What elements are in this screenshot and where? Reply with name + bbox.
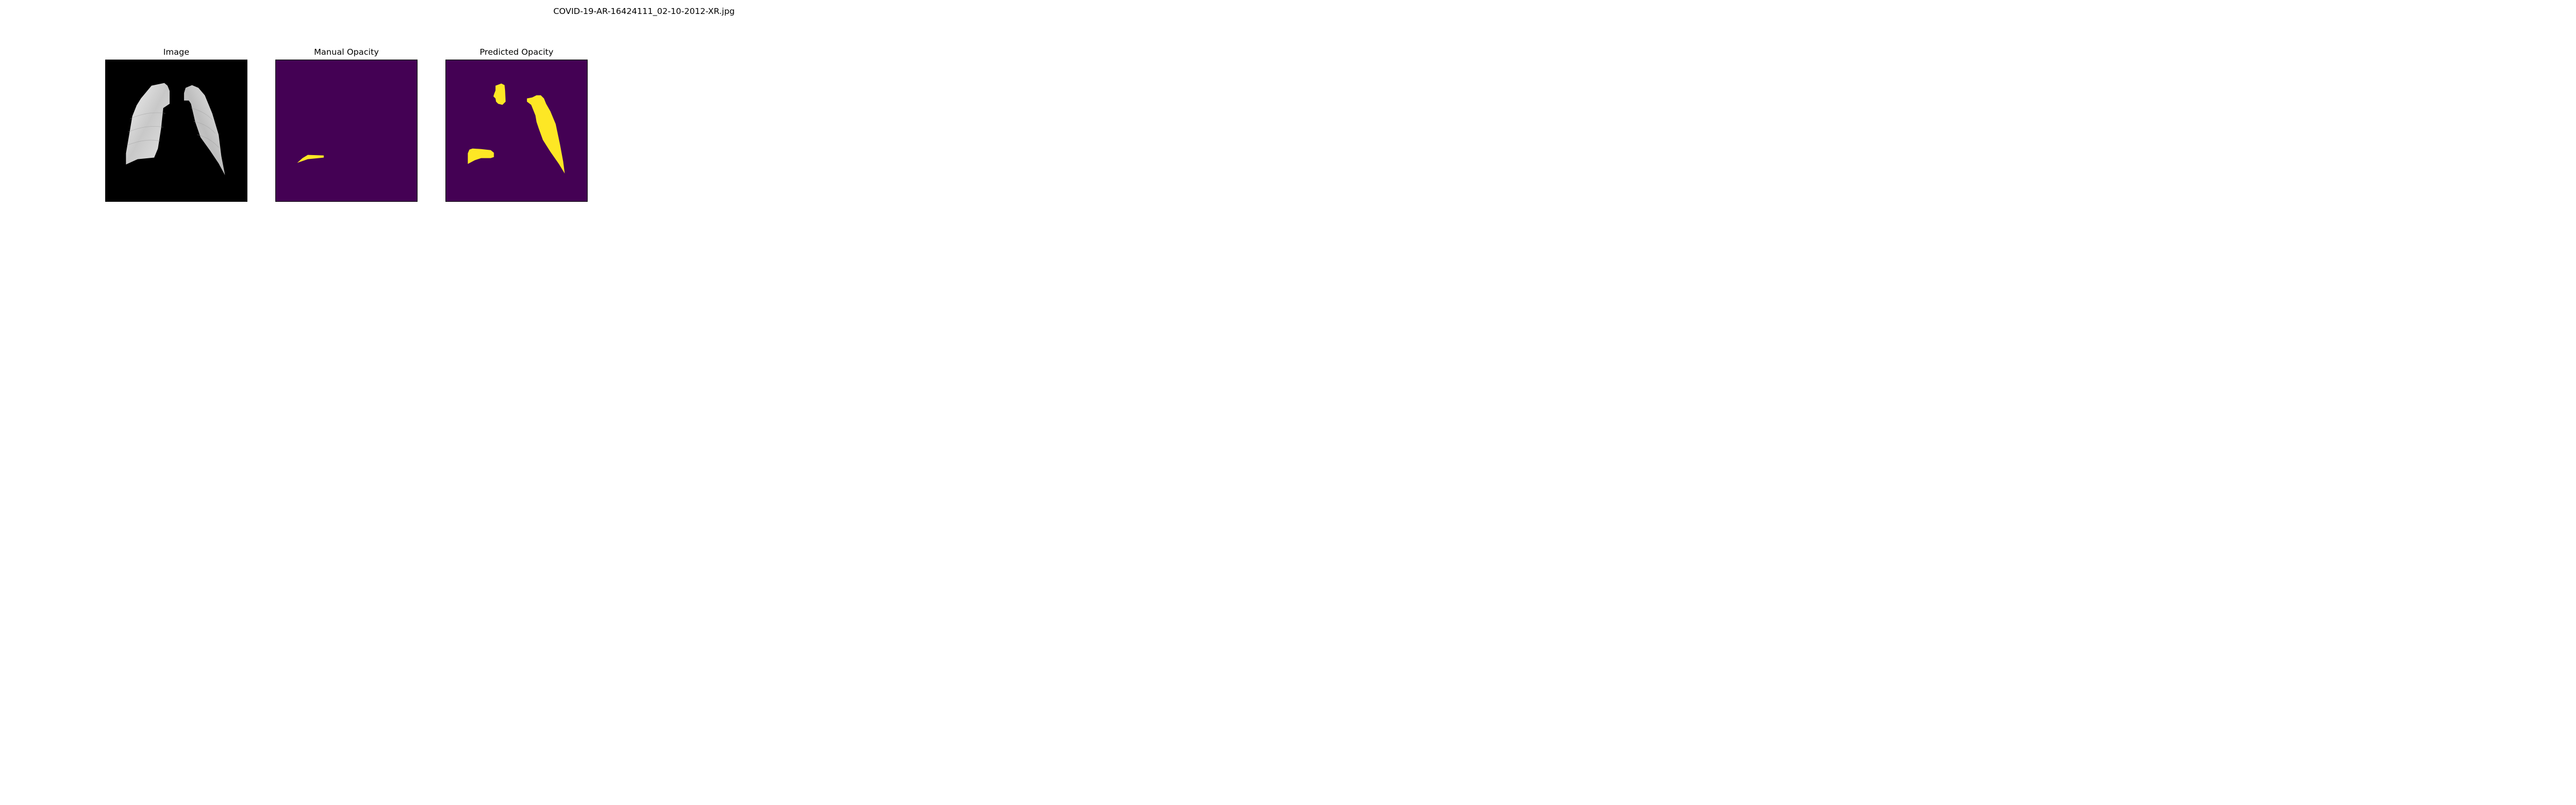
panel-title-predicted-opacity: Predicted Opacity — [479, 47, 554, 57]
panel-title-manual-opacity: Manual Opacity — [314, 47, 379, 57]
predicted-opacity-lower-left — [467, 148, 494, 164]
predicted-opacity-right-lung — [526, 95, 565, 174]
manual-opacity-region — [297, 155, 324, 163]
predicted-opacity-upper-left — [493, 83, 506, 105]
predicted-opacity-mask — [467, 83, 565, 174]
manual-opacity-mask — [297, 155, 324, 163]
panel-image — [105, 60, 247, 202]
left-lung-shape — [184, 85, 225, 175]
right-lung-shape — [126, 83, 170, 165]
panel-predicted-opacity — [445, 60, 588, 202]
rib-texture — [127, 107, 219, 148]
panel-manual-opacity — [275, 60, 418, 202]
figure-title: COVID-19-AR-16424111_02-10-2012-XR.jpg — [553, 6, 735, 16]
panel-title-image: Image — [163, 47, 189, 57]
lung-xray-image — [126, 83, 225, 175]
